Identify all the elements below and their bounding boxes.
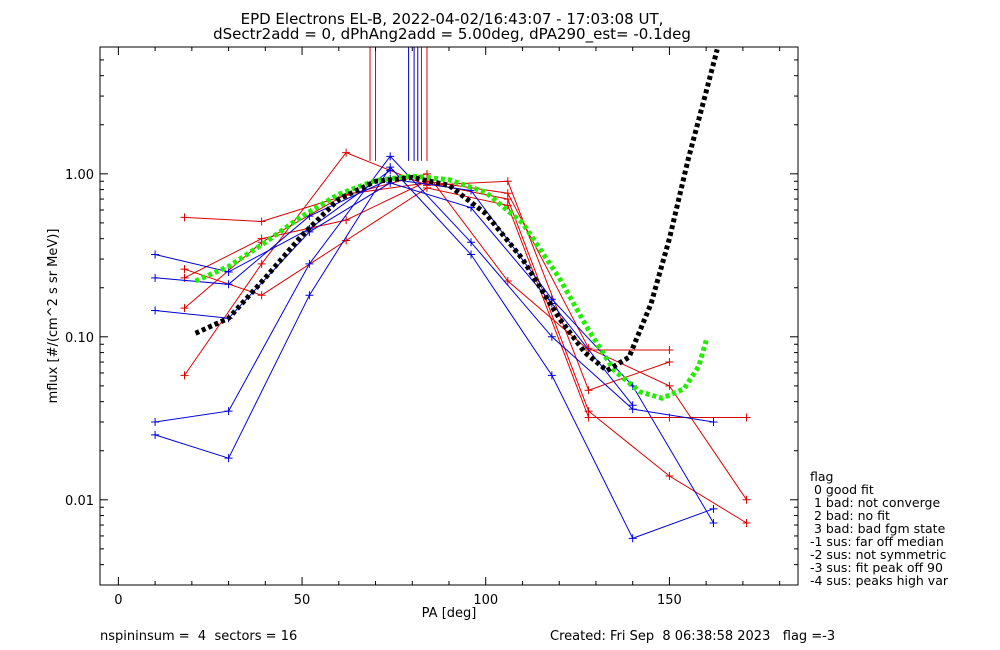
red-series-line	[184, 173, 670, 351]
red-point	[180, 371, 189, 380]
blue-point	[386, 166, 395, 175]
y-tick-label: 0.01	[65, 494, 94, 509]
blue-point	[151, 430, 160, 439]
blue-point	[224, 454, 233, 463]
red-point	[584, 413, 593, 422]
blue-point	[628, 401, 637, 410]
blue-point	[151, 250, 160, 259]
x-tick-label: 150	[657, 593, 682, 608]
red-point	[257, 234, 266, 243]
blue-point	[467, 250, 476, 259]
red-point	[584, 386, 593, 395]
red-point	[342, 148, 351, 157]
y-tick-label: 1.00	[65, 168, 94, 183]
blue-series-line	[154, 169, 391, 273]
red-point	[422, 169, 431, 178]
x-tick-label: 100	[473, 593, 498, 608]
footer-left: nspininsum = 4 sectors = 16	[100, 629, 297, 644]
x-tick-label: 0	[114, 593, 122, 608]
blue-point	[305, 291, 314, 300]
red-series-line	[184, 182, 747, 524]
red-series-line	[184, 180, 748, 501]
data-layer	[151, 47, 751, 543]
red-point	[584, 344, 593, 353]
blue-series-line	[155, 155, 714, 423]
blue-point	[151, 418, 160, 427]
blue-point	[709, 519, 718, 528]
legend-item: 3 bad: bad fgm state	[810, 521, 946, 536]
blue-point	[224, 280, 233, 289]
y-tick-label: 0.10	[65, 331, 94, 346]
legend-item: -3 sus: fit peak off 90	[810, 560, 943, 575]
x-axis-label: PA [deg]	[422, 606, 477, 621]
red-point	[742, 413, 751, 422]
red-point	[180, 265, 189, 274]
red-point	[742, 519, 751, 528]
black-fit-curve	[194, 48, 720, 374]
footer-right: Created: Fri Sep 8 06:38:58 2023 flag =-…	[550, 629, 835, 644]
blue-point	[151, 306, 160, 315]
red-point	[503, 276, 512, 285]
blue-point	[467, 238, 476, 247]
blue-point	[151, 273, 160, 282]
red-point	[257, 217, 266, 226]
blue-point	[628, 534, 637, 543]
red-point	[503, 189, 512, 198]
red-point	[503, 177, 512, 186]
blue-point	[709, 504, 718, 513]
chart-title-line1: EPD Electrons EL-B, 2022-04-02/16:43:07 …	[241, 10, 664, 28]
blue-point	[547, 371, 556, 380]
blue-point	[224, 267, 233, 276]
red-point	[180, 304, 189, 313]
red-point	[665, 345, 674, 354]
green-fit-curve	[194, 173, 709, 401]
legend: flag 0 good fit 1 bad: not converge 2 ba…	[810, 469, 949, 588]
legend-item: -2 sus: not symmetric	[810, 547, 946, 562]
blue-point	[386, 152, 395, 161]
axes-layer: 0 50 100 150 0.01 0.10 1.00	[65, 46, 798, 608]
red-point	[665, 358, 674, 367]
legend-item: 1 bad: not converge	[810, 495, 940, 510]
red-point	[180, 213, 189, 222]
chart-title-line2: dSectr2add = 0, dPhAng2add = 5.00deg, dP…	[213, 25, 691, 44]
red-point	[257, 291, 266, 300]
legend-item: 2 bad: no fit	[810, 508, 890, 523]
blue-point	[224, 407, 233, 416]
red-point	[665, 381, 674, 390]
blue-series-line	[154, 166, 714, 539]
legend-item: -1 sus: far off median	[810, 534, 944, 549]
legend-title: flag	[810, 469, 833, 484]
legend-item: 0 good fit	[810, 482, 874, 497]
red-point	[342, 216, 351, 225]
blue-point	[709, 418, 718, 427]
blue-point	[305, 259, 314, 268]
x-tick-label: 50	[294, 593, 311, 608]
blue-series-line	[155, 182, 634, 406]
red-point	[742, 495, 751, 504]
blue-point	[547, 332, 556, 341]
red-series-line	[184, 187, 747, 418]
legend-item: -4 sus: peaks high var	[810, 573, 949, 588]
red-point	[257, 259, 266, 268]
red-point	[665, 471, 674, 480]
y-axis-label: mflux [#/(cm^2 s sr MeV)]	[46, 229, 61, 404]
